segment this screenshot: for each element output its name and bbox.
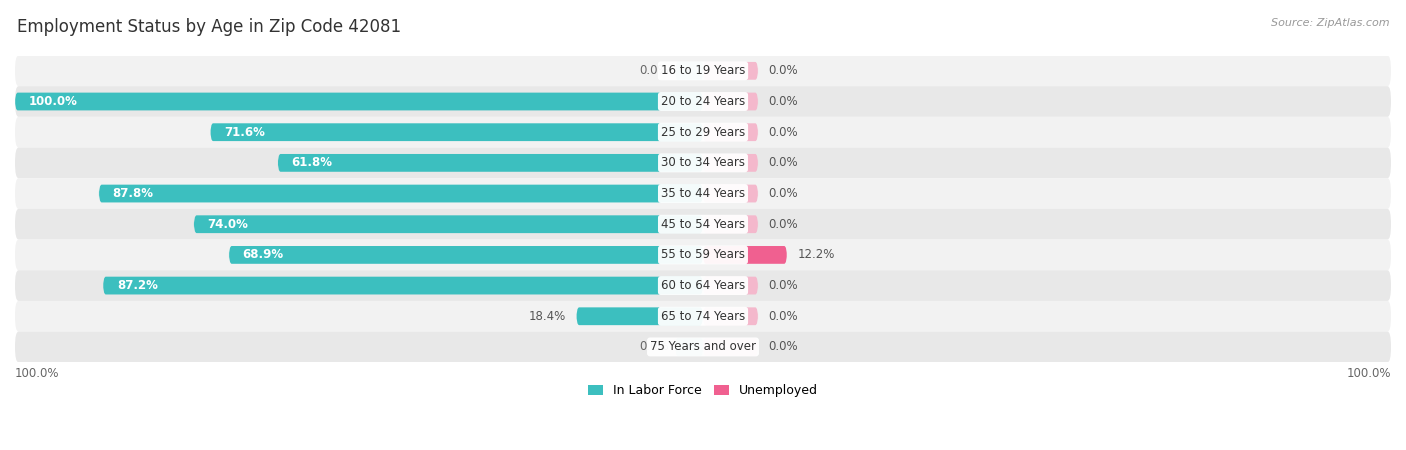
Text: 100.0%: 100.0%: [28, 95, 77, 108]
FancyBboxPatch shape: [675, 338, 703, 356]
Text: 71.6%: 71.6%: [224, 126, 264, 139]
Text: 68.9%: 68.9%: [243, 248, 284, 261]
Text: 35 to 44 Years: 35 to 44 Years: [661, 187, 745, 200]
FancyBboxPatch shape: [703, 216, 758, 233]
Text: 100.0%: 100.0%: [15, 367, 59, 380]
FancyBboxPatch shape: [703, 246, 787, 264]
FancyBboxPatch shape: [103, 277, 703, 294]
FancyBboxPatch shape: [703, 154, 758, 172]
Text: 16 to 19 Years: 16 to 19 Years: [661, 64, 745, 77]
Text: 65 to 74 Years: 65 to 74 Years: [661, 310, 745, 323]
Text: 61.8%: 61.8%: [291, 156, 333, 169]
FancyBboxPatch shape: [703, 93, 758, 110]
Text: 0.0%: 0.0%: [768, 187, 799, 200]
Legend: In Labor Force, Unemployed: In Labor Force, Unemployed: [583, 379, 823, 402]
Text: 74.0%: 74.0%: [208, 218, 249, 231]
FancyBboxPatch shape: [703, 184, 758, 202]
FancyBboxPatch shape: [278, 154, 703, 172]
FancyBboxPatch shape: [15, 332, 1391, 362]
FancyBboxPatch shape: [576, 307, 703, 325]
FancyBboxPatch shape: [229, 246, 703, 264]
Text: 0.0%: 0.0%: [638, 64, 669, 77]
Text: 87.2%: 87.2%: [117, 279, 157, 292]
FancyBboxPatch shape: [15, 148, 1391, 178]
Text: 0.0%: 0.0%: [768, 279, 799, 292]
Text: 30 to 34 Years: 30 to 34 Years: [661, 156, 745, 169]
FancyBboxPatch shape: [703, 338, 758, 356]
FancyBboxPatch shape: [194, 216, 703, 233]
Text: 75 Years and over: 75 Years and over: [650, 341, 756, 353]
Text: Source: ZipAtlas.com: Source: ZipAtlas.com: [1271, 18, 1389, 28]
FancyBboxPatch shape: [15, 239, 1391, 270]
Text: 20 to 24 Years: 20 to 24 Years: [661, 95, 745, 108]
Text: 0.0%: 0.0%: [768, 64, 799, 77]
FancyBboxPatch shape: [703, 123, 758, 141]
FancyBboxPatch shape: [15, 117, 1391, 148]
Text: 0.0%: 0.0%: [768, 310, 799, 323]
FancyBboxPatch shape: [675, 62, 703, 80]
FancyBboxPatch shape: [211, 123, 703, 141]
Text: 0.0%: 0.0%: [768, 218, 799, 231]
Text: 0.0%: 0.0%: [768, 126, 799, 139]
FancyBboxPatch shape: [703, 62, 758, 80]
Text: 0.0%: 0.0%: [768, 156, 799, 169]
Text: 25 to 29 Years: 25 to 29 Years: [661, 126, 745, 139]
Text: 12.2%: 12.2%: [797, 248, 835, 261]
FancyBboxPatch shape: [15, 93, 703, 110]
Text: 18.4%: 18.4%: [529, 310, 567, 323]
Text: 0.0%: 0.0%: [768, 341, 799, 353]
FancyBboxPatch shape: [703, 277, 758, 294]
Text: 0.0%: 0.0%: [638, 341, 669, 353]
Text: 87.8%: 87.8%: [112, 187, 153, 200]
Text: 45 to 54 Years: 45 to 54 Years: [661, 218, 745, 231]
FancyBboxPatch shape: [15, 301, 1391, 332]
FancyBboxPatch shape: [15, 178, 1391, 209]
FancyBboxPatch shape: [15, 55, 1391, 86]
FancyBboxPatch shape: [15, 209, 1391, 239]
FancyBboxPatch shape: [15, 270, 1391, 301]
Text: 60 to 64 Years: 60 to 64 Years: [661, 279, 745, 292]
FancyBboxPatch shape: [703, 307, 758, 325]
FancyBboxPatch shape: [98, 184, 703, 202]
Text: 55 to 59 Years: 55 to 59 Years: [661, 248, 745, 261]
Text: Employment Status by Age in Zip Code 42081: Employment Status by Age in Zip Code 420…: [17, 18, 401, 36]
FancyBboxPatch shape: [15, 86, 1391, 117]
Text: 100.0%: 100.0%: [1347, 367, 1391, 380]
Text: 0.0%: 0.0%: [768, 95, 799, 108]
